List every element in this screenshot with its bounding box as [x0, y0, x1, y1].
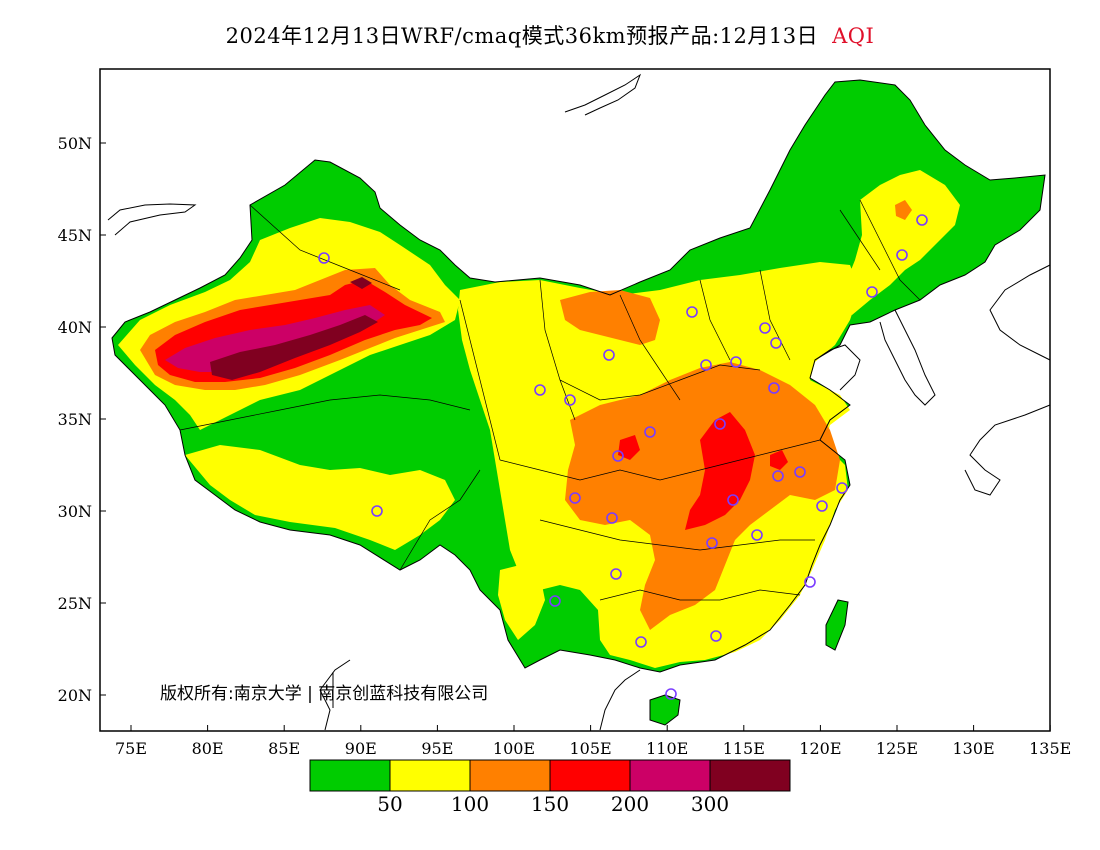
colorbar-swatch — [389, 759, 471, 792]
korea-coast — [879, 309, 936, 406]
station-marker — [751, 529, 763, 541]
lon-tick-label: 100E — [493, 739, 535, 758]
station-marker — [896, 249, 908, 261]
colorbar-threshold-label: 50 — [377, 792, 403, 816]
station-marker — [866, 286, 878, 298]
kazakh-coast — [107, 203, 197, 236]
lon-tick-label: 115E — [723, 739, 765, 758]
lon-tick-label: 95E — [421, 739, 453, 758]
orange-spot-ne — [895, 200, 912, 220]
lon-tick-label: 90E — [345, 739, 377, 758]
vietnam-coast — [599, 669, 641, 731]
colorbar-threshold-label: 100 — [450, 792, 490, 816]
maroon-northwest — [210, 315, 378, 380]
aqi-colorbar — [309, 759, 791, 792]
station-marker — [564, 394, 576, 406]
station-marker — [534, 384, 546, 396]
yellow-northeast — [840, 170, 960, 315]
lat-tick-label: 35N — [58, 410, 92, 429]
russia-coast — [564, 73, 642, 116]
hainan-outline — [649, 694, 681, 726]
station-marker — [730, 356, 742, 368]
boundaries — [107, 73, 1051, 731]
red-spot-2 — [618, 435, 640, 460]
station-marker — [610, 568, 622, 580]
lon-tick-label: 125E — [876, 739, 918, 758]
lat-tick-label: 30N — [58, 502, 92, 521]
colorbar-threshold-label: 300 — [690, 792, 730, 816]
colorbar-threshold-label: 150 — [530, 792, 570, 816]
lon-tick-label: 110E — [646, 739, 688, 758]
lat-tick-label: 45N — [58, 226, 92, 245]
colorbar-threshold-label: 200 — [610, 792, 650, 816]
station-marker — [612, 450, 624, 462]
purple-northwest — [165, 305, 385, 372]
red-spot-1 — [770, 450, 788, 470]
maroon-spot-east — [350, 277, 372, 289]
lon-tick-label: 130E — [952, 739, 994, 758]
station-marker — [700, 359, 712, 371]
station-marker — [318, 252, 330, 264]
yellow-tibet-south — [185, 445, 455, 550]
colorbar-swatch — [549, 759, 631, 792]
station-marker — [794, 466, 806, 478]
colorbar-swatch — [709, 759, 791, 792]
station-marker — [759, 322, 771, 334]
colorbar-swatch — [309, 759, 391, 792]
sw-border — [319, 659, 351, 731]
station-marker — [665, 688, 677, 700]
station-marker — [804, 576, 816, 588]
station-marker — [706, 537, 718, 549]
copyright-text: 版权所有:南京大学 | 南京创蓝科技有限公司 — [160, 684, 489, 704]
province-lines — [179, 199, 921, 601]
station-marker — [686, 306, 698, 318]
yellow-sea-coast — [814, 344, 861, 391]
title-text: 2024年12月13日WRF/cmaq模式36km预报产品:12月13日 — [225, 24, 819, 48]
lat-tick-label: 50N — [58, 134, 92, 153]
yellow-sw-patch — [498, 565, 545, 640]
station-marker — [603, 349, 615, 361]
station-marker — [770, 337, 782, 349]
station-marker — [916, 214, 928, 226]
lat-tick-label: 40N — [58, 318, 92, 337]
lon-tick-label: 75E — [115, 739, 147, 758]
station-marker — [710, 630, 722, 642]
lon-tick-label: 85E — [268, 739, 300, 758]
station-marker — [768, 382, 780, 394]
lon-tick-label: 120E — [799, 739, 841, 758]
orange-north-plateau — [560, 290, 660, 345]
lat-tick-label: 25N — [58, 594, 92, 613]
colorbar-labels: 50 100 150 200 300 — [0, 792, 1100, 822]
lon-tick-label: 80E — [192, 739, 224, 758]
colorbar-swatch — [629, 759, 711, 792]
station-marker — [549, 595, 561, 607]
lon-tick-label: 135E — [1029, 739, 1071, 758]
station-markers — [318, 214, 928, 700]
station-marker — [569, 492, 581, 504]
station-marker — [644, 426, 656, 438]
station-marker — [727, 494, 739, 506]
station-marker — [714, 418, 726, 430]
title-variable: AQI — [832, 24, 875, 48]
colorbar-swatch — [469, 759, 551, 792]
station-marker — [606, 512, 618, 524]
map-frame — [99, 68, 1051, 732]
map-title: 2024年12月13日WRF/cmaq模式36km预报产品:12月13日 AQI — [0, 20, 1100, 50]
japan-coast — [964, 264, 1051, 496]
lon-tick-label: 105E — [569, 739, 611, 758]
taiwan-outline — [825, 599, 849, 651]
taiwan-green — [826, 600, 848, 650]
station-marker — [816, 500, 828, 512]
station-marker — [772, 470, 784, 482]
station-marker — [635, 636, 647, 648]
aqi-fill — [112, 80, 1045, 725]
hainan-green — [650, 695, 680, 725]
lat-tick-label: 20N — [58, 686, 92, 705]
longitude-axis: 75E 80E 85E 90E 95E 100E 105E 110E 115E 120E 125E 1… — [115, 725, 1071, 758]
station-marker — [371, 505, 383, 517]
station-marker — [836, 482, 848, 494]
latitude-axis: 50N 45N 40N 35N 30N 25N 20N — [58, 134, 106, 705]
